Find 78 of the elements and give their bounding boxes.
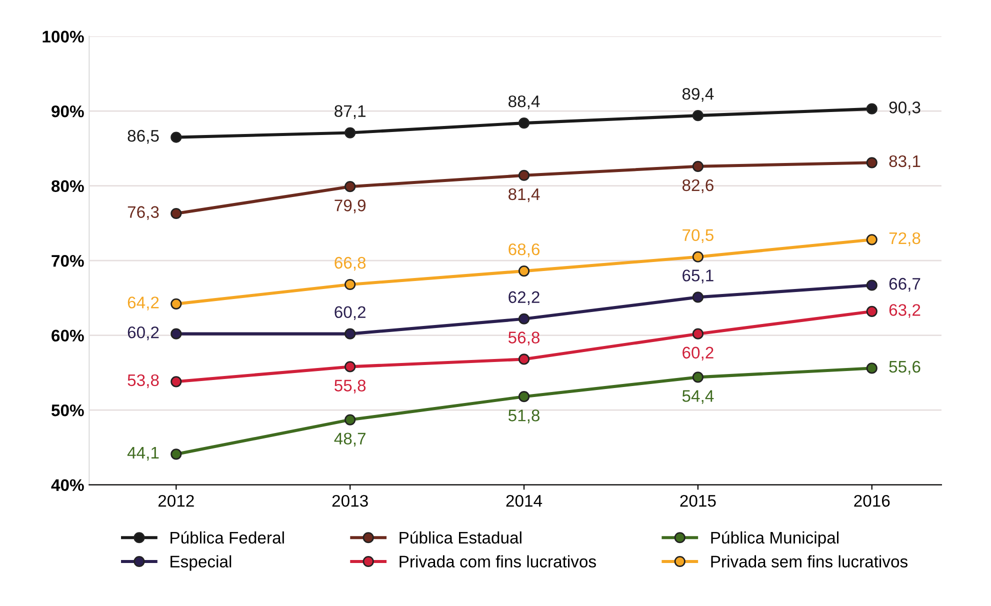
data-label: 65,1 — [682, 270, 714, 284]
y-tick-label: 50% — [51, 404, 84, 416]
data-label: 76,3 — [128, 206, 159, 220]
data-label: 81,4 — [508, 188, 540, 202]
data-label: 54,4 — [682, 390, 714, 404]
data-label: 64,2 — [128, 296, 159, 310]
data-label: 79,9 — [334, 200, 366, 214]
point — [170, 448, 182, 460]
point — [344, 361, 356, 372]
y-tick-label: 80% — [52, 180, 84, 192]
data-label: 60,2 — [128, 326, 159, 340]
legend-label: Pública Estadual — [400, 531, 522, 544]
y-tick-label: 40% — [51, 479, 84, 492]
data-label: 86,5 — [128, 130, 159, 144]
point — [866, 157, 878, 168]
y-tick-label: 60% — [52, 330, 84, 342]
data-label: 88,4 — [508, 95, 540, 110]
point — [344, 328, 356, 340]
point — [692, 328, 704, 340]
data-label: 44,1 — [127, 447, 159, 461]
point — [344, 278, 356, 290]
point — [692, 292, 704, 303]
point — [518, 118, 530, 129]
legend-label: Privada sem fins lucrativos — [711, 555, 908, 568]
point — [170, 132, 182, 143]
x-tick-label: 2015 — [680, 494, 716, 507]
y-tick-label: 100% — [42, 30, 84, 43]
data-label: 89,4 — [682, 88, 714, 102]
point — [518, 391, 530, 402]
y-tick-label: 70% — [52, 254, 84, 267]
point — [344, 414, 356, 426]
data-label: 62,2 — [508, 291, 540, 306]
point — [692, 372, 704, 383]
point — [518, 170, 530, 181]
point — [518, 265, 530, 277]
point — [170, 328, 182, 340]
data-label: 55,8 — [334, 380, 366, 394]
data-label: 82,6 — [682, 179, 714, 194]
point — [344, 127, 356, 138]
point — [518, 354, 530, 365]
x-tick-label: 2012 — [158, 494, 194, 507]
legend-label: Pública Federal — [170, 531, 284, 544]
data-label: 51,8 — [508, 410, 540, 424]
data-label: 48,7 — [334, 432, 366, 446]
point — [344, 181, 356, 192]
data-label: 83,1 — [889, 155, 920, 170]
point — [692, 110, 704, 122]
y-tick-label: 90% — [52, 106, 84, 118]
x-tick-label: 2016 — [854, 494, 890, 507]
point — [518, 313, 530, 324]
data-label: 63,2 — [889, 304, 920, 318]
x-tick-label: 2013 — [332, 494, 368, 507]
data-label: 70,5 — [682, 229, 714, 244]
data-label: 87,1 — [334, 105, 366, 119]
point — [170, 376, 182, 388]
point — [692, 160, 704, 172]
data-label: 90,3 — [889, 102, 920, 116]
data-label: 72,8 — [889, 232, 920, 246]
point — [692, 251, 704, 262]
point — [866, 362, 878, 374]
legend-label: Privada com fins lucrativos — [400, 555, 596, 568]
point — [866, 103, 878, 114]
data-label: 56,8 — [508, 332, 540, 346]
data-label: 60,2 — [334, 306, 366, 320]
data-label: 66,7 — [889, 278, 920, 292]
point — [170, 208, 182, 220]
x-tick-label: 2014 — [506, 494, 542, 507]
data-label: 60,2 — [682, 346, 714, 361]
data-label: 68,6 — [508, 243, 540, 258]
point — [866, 306, 878, 317]
data-label: 53,8 — [128, 374, 159, 388]
data-label: 66,8 — [334, 256, 366, 271]
legend-label: Pública Municipal — [711, 531, 838, 547]
legend-label: Especial — [170, 555, 232, 571]
point — [170, 298, 182, 310]
point — [866, 234, 878, 246]
point — [866, 280, 878, 291]
data-label: 55,6 — [889, 360, 920, 375]
